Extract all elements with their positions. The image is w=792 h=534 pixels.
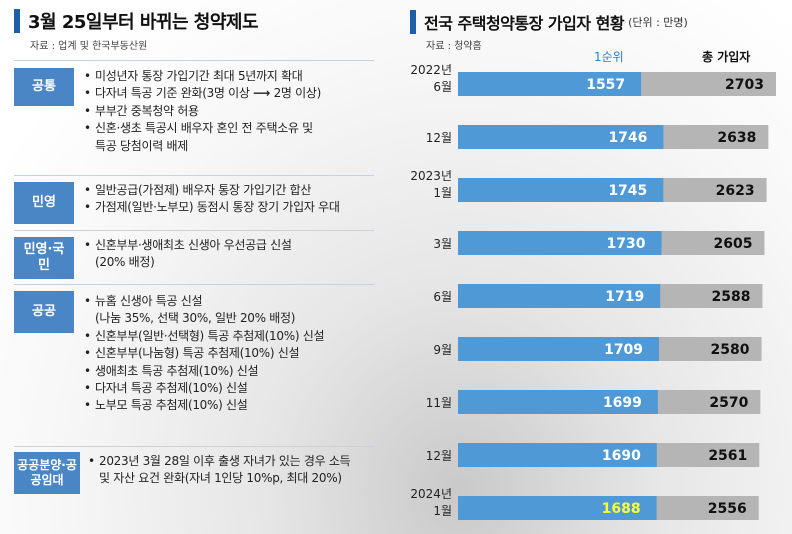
bar-first-rank [458,390,658,414]
category-tick-label: 1월 [433,504,452,518]
category-tick-label: 2023년 [410,169,452,183]
category-tick-label: 3월 [433,237,452,251]
category-label: 공통 [14,68,74,106]
bar-first-rank [458,496,657,520]
list-item: • 다자녀 특공 추첨제(10%) 신설 [84,381,248,396]
chart-panel: 전국 주택청약통장 가입자 현황 (단위 : 만명) 자료 : 청약홈 1순위 … [396,0,792,534]
category-label: 민영 [14,182,74,224]
value-label-total: 2623 [716,183,755,199]
category-tick-label: 11월 [426,396,452,410]
bar-first-rank [458,125,664,149]
list-item: • 2023년 3월 28일 이후 출생 자녀가 있는 경우 소득 [88,454,351,468]
list-item: • 일반공급(가점제) 배우자 통장 가입기간 합산 [84,183,312,197]
list-item-continued: (20% 배정) [95,255,155,270]
category-label: 민영·국민 [14,237,74,279]
list-item-continued: 및 자산 요건 완화(자녀 1인당 10%p, 최대 20%) [99,471,342,486]
section-public-sale-rental: 공공분양·공공임대 • 2023년 3월 28일 이후 출생 자녀가 있는 경우 … [14,446,374,496]
policy-source: 자료 : 업계 및 한국부동산원 [30,41,148,52]
value-label-total: 2588 [712,289,751,305]
bar-first-rank [458,284,661,308]
category-tick-label: 9월 [433,343,452,357]
category-tick-label: 6월 [433,80,452,94]
value-label-total: 2556 [708,501,747,517]
value-label-total: 2580 [711,342,750,358]
value-label-first-rank: 1690 [602,448,641,464]
title-accent-bar [14,9,20,33]
chart-unit: (단위 : 만명) [628,16,688,29]
item-list: • 2023년 3월 28일 이후 출생 자녀가 있는 경우 소득 및 자산 요건… [88,453,374,488]
value-label-first-rank: 1745 [608,183,647,199]
list-item: • 신혼부부·생애최초 신생아 우선공급 신설 [84,238,292,252]
item-list: • 미성년자 통장 가입기간 최대 5년까지 확대 • 다자녀 특공 기준 완화(3… [84,68,374,155]
bar-first-rank [458,178,664,202]
list-item-continued: (나눔 35%, 선택 30%, 일반 20% 배정) [95,311,296,326]
list-item: • 신혼부부(나눔형) 특공 추첨제(10%) 신설 [84,346,300,361]
value-label-total: 2561 [708,448,747,464]
list-item: • 부부간 중복청약 허용 [84,103,199,118]
category-tick-label: 12월 [426,449,452,463]
value-label-first-rank: 1730 [607,236,646,252]
category-tick-label: 2024년 [410,487,452,501]
list-item: • 다자녀 특공 기준 완화(3명 이상 ⟶ 2명 이상) [84,86,322,101]
value-label-first-rank: 1709 [604,342,643,358]
value-label-first-rank: 1688 [602,501,641,517]
list-item: • 신혼·생초 특공시 배우자 혼인 전 주택소유 및 [84,121,313,136]
value-label-total: 2638 [717,130,756,146]
list-item: • 뉴홈 신생아 특공 신설 [84,294,203,308]
policy-panel: 3월 25일부터 바뀌는 청약제도 자료 : 업계 및 한국부동산원 공통 • 미… [14,8,374,496]
section-public: 공공 • 뉴홈 신생아 특공 신설 (나눔 35%, 선택 30%, 일반 20%… [14,284,374,440]
bar-first-rank [458,231,662,255]
chart-title: 전국 주택청약통장 가입자 현황 [424,14,625,33]
arrow-icon: ⟶ [253,86,271,101]
list-item: • 신혼부부(일반·선택형) 특공 추첨제(10%) 신설 [84,328,325,343]
category-label: 공공 [14,291,74,333]
category-tick-label: 12월 [426,131,452,145]
category-tick-label: 6월 [433,290,452,304]
value-label-first-rank: 1746 [608,130,647,146]
section-private: 민영 • 일반공급(가점제) 배우자 통장 가입기간 합산 • 가점제(일반·노부모… [14,175,374,230]
value-label-first-rank: 1557 [586,77,625,93]
list-item: • 노부모 특공 추첨제(10%) 신설 [84,398,248,413]
category-tick-label: 1월 [433,186,452,200]
list-item: • 미성년자 통장 가입기간 최대 5년까지 확대 [84,69,303,83]
section-common: 공통 • 미성년자 통장 가입기간 최대 5년까지 확대 • 다자녀 특공 기준 완… [14,60,374,175]
item-list: • 신혼부부·생애최초 신생아 우선공급 신설 (20% 배정) [84,237,374,272]
value-label-first-rank: 1719 [605,289,644,305]
value-label-total: 2703 [725,77,764,93]
item-list: • 일반공급(가점제) 배우자 통장 가입기간 합산 • 가점제(일반·노부모) 동… [84,182,374,217]
bar-first-rank [458,72,642,96]
list-item-continued: 특공 당첨이력 배제 [95,138,188,153]
title-accent-bar [410,10,416,34]
value-label-first-rank: 1699 [603,395,642,411]
list-item: • 가점제(일반·노부모) 동점시 통장 장기 가입자 우대 [84,200,340,215]
category-label: 공공분양·공공임대 [14,452,80,494]
bar-chart: 1557 2703 2022년 6월 1746 2638 12월 1745 2623 2023년 1… [410,63,776,520]
bar-first-rank [458,337,660,361]
category-tick-label: 2022년 [410,63,452,77]
chart-source: 자료 : 청약홈 [426,41,482,52]
bar-first-rank [458,443,657,467]
policy-title-row: 3월 25일부터 바뀌는 청약제도 [14,8,259,34]
list-item: • 생애최초 특공 추첨제(10%) 신설 [84,363,259,378]
value-label-total: 2605 [714,236,753,252]
item-list: • 뉴홈 신생아 특공 신설 (나눔 35%, 선택 30%, 일반 20% 배정… [84,293,374,415]
chart-title-row: 전국 주택청약통장 가입자 현황 (단위 : 만명) [410,10,688,34]
value-label-total: 2570 [709,395,748,411]
section-private-national: 민영·국민 • 신혼부부·생애최초 신생아 우선공급 신설 (20% 배정) [14,230,374,284]
policy-title: 3월 25일부터 바뀌는 청약제도 [28,12,259,33]
legend-total: 총 가입자 [702,50,751,64]
legend-first-rank: 1순위 [594,50,624,64]
